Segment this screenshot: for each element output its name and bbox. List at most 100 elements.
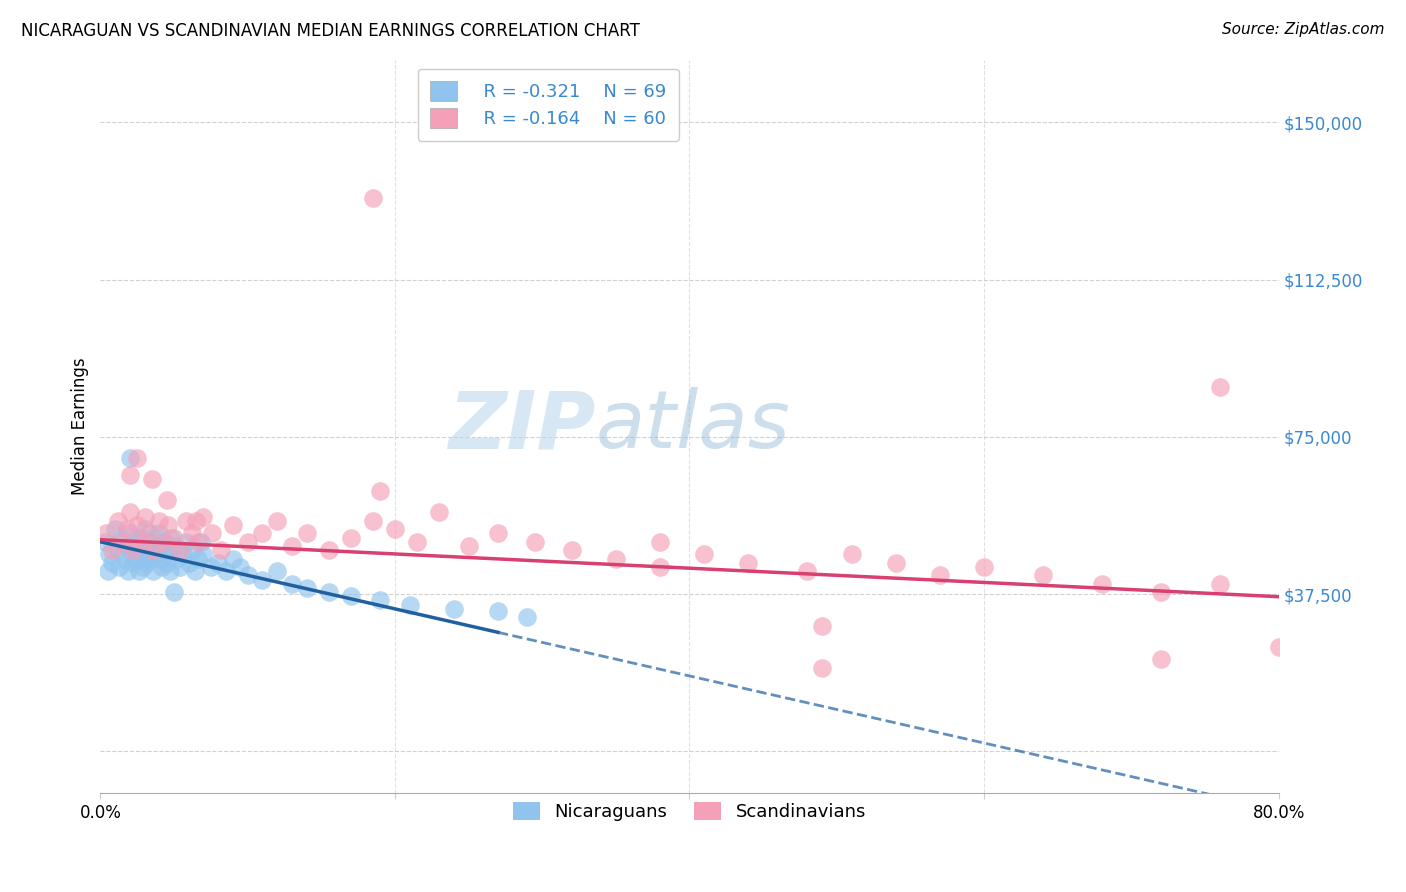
Point bbox=[1032, 568, 1054, 582]
Point bbox=[516, 610, 538, 624]
Point bbox=[318, 585, 340, 599]
Point bbox=[187, 534, 209, 549]
Point bbox=[193, 547, 215, 561]
Text: ZIP: ZIP bbox=[449, 387, 595, 466]
Point bbox=[169, 560, 191, 574]
Point bbox=[443, 602, 465, 616]
Point bbox=[339, 589, 361, 603]
Point bbox=[135, 543, 157, 558]
Point bbox=[973, 560, 995, 574]
Point bbox=[143, 531, 166, 545]
Y-axis label: Median Earnings: Median Earnings bbox=[72, 358, 89, 495]
Point bbox=[107, 514, 129, 528]
Text: NICARAGUAN VS SCANDINAVIAN MEDIAN EARNINGS CORRELATION CHART: NICARAGUAN VS SCANDINAVIAN MEDIAN EARNIN… bbox=[21, 22, 640, 40]
Point bbox=[115, 539, 138, 553]
Point bbox=[252, 573, 274, 587]
Point bbox=[339, 531, 361, 545]
Point bbox=[96, 526, 118, 541]
Point bbox=[98, 547, 121, 561]
Point bbox=[1091, 576, 1114, 591]
Legend: Nicaraguans, Scandinavians: Nicaraguans, Scandinavians bbox=[498, 788, 880, 836]
Point bbox=[111, 534, 134, 549]
Point bbox=[209, 543, 232, 558]
Point bbox=[101, 556, 124, 570]
Point bbox=[201, 526, 224, 541]
Point bbox=[1150, 652, 1173, 666]
Point bbox=[1267, 640, 1289, 654]
Point bbox=[156, 556, 179, 570]
Point bbox=[1150, 585, 1173, 599]
Point bbox=[94, 534, 117, 549]
Point bbox=[136, 556, 159, 570]
Point bbox=[177, 556, 200, 570]
Point bbox=[128, 564, 150, 578]
Point bbox=[169, 543, 191, 558]
Point bbox=[648, 560, 671, 574]
Point bbox=[163, 531, 186, 545]
Point bbox=[361, 514, 384, 528]
Point bbox=[118, 505, 141, 519]
Point bbox=[561, 543, 583, 558]
Point bbox=[295, 581, 318, 595]
Point bbox=[796, 564, 818, 578]
Point bbox=[398, 598, 420, 612]
Point bbox=[180, 526, 202, 541]
Point bbox=[134, 509, 156, 524]
Point bbox=[153, 547, 176, 561]
Point bbox=[104, 522, 127, 536]
Point bbox=[406, 534, 429, 549]
Point bbox=[156, 492, 179, 507]
Point bbox=[101, 543, 124, 558]
Point bbox=[125, 551, 148, 566]
Point bbox=[111, 531, 134, 545]
Point bbox=[486, 604, 509, 618]
Point bbox=[236, 534, 259, 549]
Point bbox=[180, 543, 202, 558]
Point bbox=[112, 551, 135, 566]
Point bbox=[841, 547, 863, 561]
Point bbox=[160, 531, 183, 545]
Point bbox=[190, 534, 212, 549]
Point bbox=[693, 547, 716, 561]
Point bbox=[884, 556, 907, 570]
Point bbox=[150, 560, 173, 574]
Point bbox=[148, 514, 170, 528]
Point bbox=[318, 543, 340, 558]
Point bbox=[159, 564, 181, 578]
Text: Source: ZipAtlas.com: Source: ZipAtlas.com bbox=[1222, 22, 1385, 37]
Point bbox=[605, 551, 627, 566]
Point bbox=[214, 564, 236, 578]
Point bbox=[281, 539, 304, 553]
Point bbox=[97, 564, 120, 578]
Point bbox=[1209, 576, 1232, 591]
Point bbox=[132, 560, 155, 574]
Point bbox=[427, 505, 450, 519]
Point bbox=[486, 526, 509, 541]
Point bbox=[131, 534, 153, 549]
Point bbox=[121, 543, 143, 558]
Point bbox=[118, 467, 141, 482]
Point bbox=[122, 534, 145, 549]
Point bbox=[361, 191, 384, 205]
Point bbox=[145, 543, 167, 558]
Point bbox=[152, 534, 174, 549]
Point bbox=[174, 514, 197, 528]
Point bbox=[129, 531, 152, 545]
Point bbox=[131, 551, 153, 566]
Point bbox=[252, 526, 274, 541]
Point bbox=[152, 534, 174, 549]
Point bbox=[811, 660, 834, 674]
Point bbox=[457, 539, 479, 553]
Point bbox=[108, 560, 131, 574]
Point bbox=[174, 534, 197, 549]
Point bbox=[648, 534, 671, 549]
Point bbox=[127, 518, 149, 533]
Point bbox=[207, 556, 229, 570]
Point bbox=[193, 509, 215, 524]
Point bbox=[928, 568, 950, 582]
Point bbox=[166, 551, 188, 566]
Point bbox=[138, 526, 160, 541]
Point bbox=[157, 518, 180, 533]
Point bbox=[120, 547, 142, 561]
Point bbox=[222, 518, 245, 533]
